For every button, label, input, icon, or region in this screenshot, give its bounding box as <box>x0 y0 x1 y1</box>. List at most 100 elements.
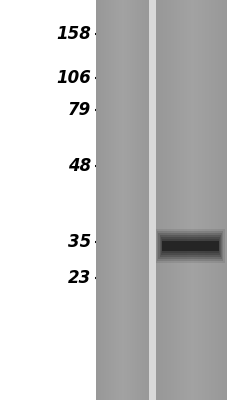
Text: 48: 48 <box>68 157 91 175</box>
Bar <box>166 0 168 400</box>
Bar <box>168 0 169 400</box>
Bar <box>131 0 132 400</box>
Bar <box>212 0 213 400</box>
Bar <box>170 0 171 400</box>
Bar <box>161 241 218 251</box>
Bar <box>192 0 194 400</box>
Bar <box>130 0 131 400</box>
Bar <box>177 0 178 400</box>
Bar <box>203 0 204 400</box>
Bar <box>176 0 177 400</box>
Bar <box>122 0 123 400</box>
Bar <box>160 0 161 400</box>
Bar <box>135 0 136 400</box>
Bar <box>189 0 190 400</box>
Bar <box>101 0 102 400</box>
Bar <box>110 0 111 400</box>
Bar <box>178 0 179 400</box>
Bar <box>99 0 100 400</box>
Bar <box>119 0 120 400</box>
Bar <box>157 231 222 261</box>
Bar <box>155 229 224 263</box>
Bar <box>114 0 115 400</box>
Bar <box>136 0 137 400</box>
Bar <box>165 0 166 400</box>
Bar <box>209 0 210 400</box>
Bar <box>148 0 149 400</box>
Text: 23: 23 <box>68 269 91 287</box>
Bar <box>220 0 221 400</box>
Bar <box>163 0 164 400</box>
Bar <box>172 0 173 400</box>
Bar <box>124 0 125 400</box>
Bar <box>182 0 183 400</box>
Text: 106: 106 <box>56 69 91 87</box>
Bar <box>187 0 188 400</box>
Bar <box>179 0 180 400</box>
Bar <box>223 0 225 400</box>
Bar <box>104 0 105 400</box>
Bar <box>157 0 158 400</box>
Bar <box>161 239 218 253</box>
Bar <box>137 0 138 400</box>
Bar <box>97 0 98 400</box>
Bar <box>222 0 223 400</box>
Bar <box>197 0 198 400</box>
Bar <box>116 0 117 400</box>
Bar <box>221 0 222 400</box>
Bar <box>200 0 201 400</box>
Bar <box>226 0 227 400</box>
Bar <box>205 0 207 400</box>
Bar <box>109 0 110 400</box>
Bar <box>183 0 184 400</box>
Bar <box>143 0 144 400</box>
Bar <box>100 0 101 400</box>
Bar <box>207 0 208 400</box>
Bar <box>196 0 197 400</box>
Bar <box>113 0 114 400</box>
Bar <box>108 0 109 400</box>
Bar <box>194 0 195 400</box>
Bar <box>111 0 112 400</box>
Bar <box>142 0 143 400</box>
Bar <box>133 0 134 400</box>
Bar <box>184 0 185 400</box>
Bar <box>107 0 108 400</box>
Bar <box>191 0 192 400</box>
Bar <box>145 0 146 400</box>
Bar <box>112 0 113 400</box>
Bar <box>158 0 159 400</box>
Bar <box>141 0 142 400</box>
Bar <box>161 0 163 400</box>
Bar <box>127 0 128 400</box>
Bar <box>123 0 124 400</box>
Bar <box>103 0 104 400</box>
Bar <box>188 0 189 400</box>
Bar <box>160 237 219 255</box>
Bar <box>204 0 205 400</box>
Bar <box>215 0 216 400</box>
Bar <box>202 0 203 400</box>
Bar <box>128 0 129 400</box>
Bar <box>132 0 133 400</box>
Bar <box>102 0 103 400</box>
Bar <box>144 0 145 400</box>
Bar <box>118 0 119 400</box>
Bar <box>138 0 139 400</box>
Bar <box>117 0 118 400</box>
Bar <box>147 0 148 400</box>
Bar <box>201 0 202 400</box>
Bar <box>216 0 217 400</box>
Bar <box>217 0 219 400</box>
Bar <box>115 0 116 400</box>
Bar <box>180 0 182 400</box>
Bar <box>139 0 140 400</box>
Bar <box>149 0 155 400</box>
Bar <box>129 0 130 400</box>
Bar <box>185 0 187 400</box>
Bar <box>146 0 147 400</box>
Text: 158: 158 <box>56 25 91 43</box>
Bar <box>210 0 212 400</box>
Bar <box>208 0 209 400</box>
Text: 35: 35 <box>68 233 91 251</box>
